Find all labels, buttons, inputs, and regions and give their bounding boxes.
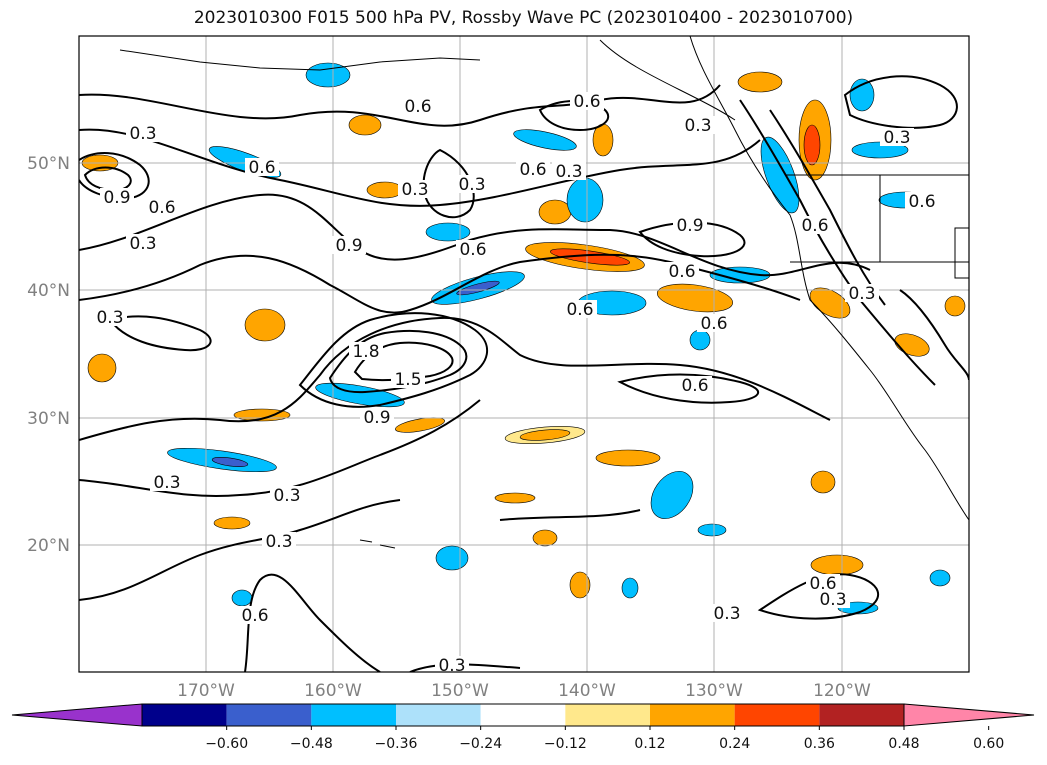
colorbar-label: 0.24 [719, 736, 750, 752]
colorbar-label: −0.24 [459, 736, 502, 752]
contour-label: 1.5 [394, 370, 421, 390]
colorbar-swatch [819, 704, 904, 726]
contour-label: 0.6 [573, 92, 600, 112]
contour-label: 0.6 [700, 314, 727, 334]
colorbar-swatch [734, 704, 820, 726]
colorbar: −0.60 −0.48 −0.36 −0.24 −0.12 0.12 0.24 0.36 0.4… [11, 703, 1035, 752]
contour-label: 0.6 [809, 574, 836, 594]
colorbar-label: 0.36 [804, 736, 835, 752]
map-panel: 0.3 0.6 0.9 0.6 0.3 0.3 0.9 0.6 0.3 0.3 … [79, 36, 969, 676]
colorbar-label: −0.60 [205, 736, 248, 752]
contour-label: 0.9 [335, 236, 362, 256]
contour-label: 1.8 [352, 342, 379, 362]
colorbar-swatch [142, 704, 227, 726]
colorbar-swatch [480, 704, 566, 726]
contour-label: 0.6 [681, 376, 708, 396]
contour-label: 0.3 [129, 124, 156, 144]
lon-labels: 170°W 160°W 150°W 140°W 130°W 120°W [177, 681, 871, 701]
contour-label: 0.6 [668, 262, 695, 282]
coastline [119, 36, 969, 549]
contour-label: 0.6 [519, 160, 546, 180]
lon-label: 140°W [558, 681, 616, 701]
lon-label: 150°W [431, 681, 489, 701]
contour-label: 0.3 [713, 604, 740, 624]
lat-label: 50°N [27, 154, 70, 174]
contour-label: 0.3 [848, 284, 875, 304]
lat-label: 20°N [27, 536, 70, 556]
lat-label: 30°N [27, 409, 70, 429]
lon-label: 160°W [304, 681, 362, 701]
contour-label: 0.6 [908, 192, 935, 212]
colorbar-label: −0.48 [290, 736, 333, 752]
contour-label: 0.3 [401, 180, 428, 200]
contour-label: 0.6 [404, 97, 431, 117]
lon-label: 170°W [177, 681, 235, 701]
contour-label: 0.3 [819, 590, 846, 610]
contour-label: 0.6 [248, 158, 275, 178]
contour-label: 0.3 [684, 116, 711, 136]
contour-label: 0.3 [153, 473, 180, 493]
contour-label: 0.9 [103, 188, 130, 208]
colorbar-label: −0.12 [544, 736, 587, 752]
colorbar-swatch [650, 704, 735, 726]
colorbar-label: 0.12 [634, 736, 665, 752]
lat-label: 40°N [27, 281, 70, 301]
map-title: 2023010300 F015 500 hPa PV, Rossby Wave … [193, 8, 854, 28]
colorbar-swatch [396, 704, 481, 726]
colorbar-frame [141, 703, 905, 727]
contour-label: 0.3 [96, 308, 123, 328]
lon-label: 120°W [813, 681, 871, 701]
lat-labels: 50°N 40°N 30°N 20°N [27, 154, 70, 556]
colorbar-extend-max [903, 703, 1035, 727]
colorbar-swatch [226, 704, 312, 726]
map-frame [78, 35, 970, 673]
contour-label: 0.3 [438, 656, 465, 676]
contour-labels: 0.3 0.6 0.9 0.6 0.3 0.3 0.9 0.6 0.3 0.3 … [93, 92, 939, 676]
contour-label: 0.3 [129, 234, 156, 254]
contour-label: 0.9 [676, 216, 703, 236]
colorbar-swatch [311, 704, 396, 726]
contour-label: 0.6 [459, 240, 486, 260]
contour-label: 0.3 [555, 162, 582, 182]
contour-label: 0.6 [241, 606, 268, 626]
graticule [79, 36, 969, 672]
contour-label: 0.6 [566, 300, 593, 320]
contour-label: 0.3 [883, 128, 910, 148]
colorbar-swatch [565, 704, 650, 726]
colorbar-label: 0.60 [973, 736, 1004, 752]
contour-label: 0.3 [273, 486, 300, 506]
colorbar-label: −0.36 [375, 736, 418, 752]
colorbar-extend-min [11, 703, 143, 727]
colorbar-label: 0.48 [888, 736, 919, 752]
contour-label: 0.3 [458, 175, 485, 195]
lon-label: 130°W [685, 681, 743, 701]
contour-label: 0.6 [801, 216, 828, 236]
contour-label: 0.3 [265, 532, 292, 552]
contour-label: 0.9 [363, 408, 390, 428]
contour-label: 0.6 [148, 198, 175, 218]
